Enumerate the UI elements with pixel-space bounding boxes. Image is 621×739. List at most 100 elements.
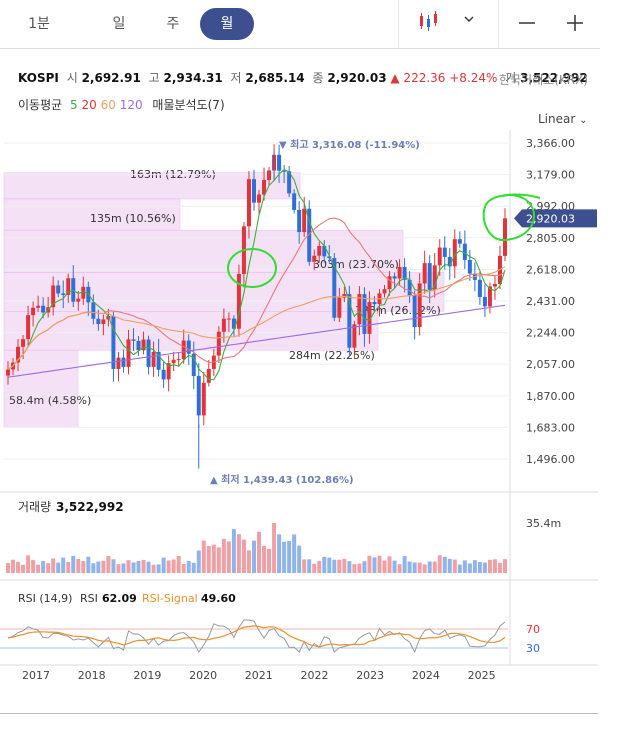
candle — [307, 208, 312, 262]
volume-bar — [467, 563, 472, 573]
close-label: 종 — [312, 71, 324, 85]
candle — [236, 273, 241, 329]
volume-bar — [161, 557, 166, 573]
candle — [327, 256, 332, 259]
volume-bar — [327, 557, 332, 573]
grid — [0, 130, 598, 666]
candle — [372, 302, 377, 305]
volume-bar — [101, 560, 106, 573]
candle — [136, 340, 141, 351]
candle — [246, 179, 251, 227]
volume-bar — [181, 563, 186, 573]
price-tick: 2,244.00 — [526, 327, 575, 340]
candle — [131, 339, 136, 341]
volume-bar — [71, 555, 76, 573]
candle — [211, 355, 216, 369]
time-tick: 2017 — [22, 669, 50, 682]
volume-bar — [397, 564, 402, 573]
minus-icon[interactable] — [517, 13, 537, 33]
volume-bar — [302, 559, 307, 573]
ma5-line — [7, 168, 506, 381]
candle — [91, 302, 96, 319]
volume-bar — [387, 556, 392, 573]
candle — [272, 154, 277, 171]
candle — [21, 339, 26, 347]
scale-selector[interactable]: Linear ⌄ — [538, 112, 588, 126]
annotation-circle — [227, 248, 277, 288]
time-tick: 2025 — [468, 669, 496, 682]
tab-week[interactable]: 주 — [166, 16, 180, 32]
candle — [11, 362, 16, 370]
candle — [86, 286, 91, 303]
rsi-signal-label: RSI-Signal — [142, 592, 198, 605]
period-tabs: 1분 일 주 월 — [0, 0, 621, 48]
candle — [176, 359, 181, 361]
candle — [166, 363, 171, 380]
volume-bar — [176, 555, 181, 573]
candlestick-icon[interactable] — [417, 10, 443, 34]
rsi-name: RSI — [80, 592, 98, 605]
low-value: 2,685.14 — [245, 71, 305, 85]
volume-bar — [76, 559, 81, 573]
candle — [367, 302, 372, 334]
ma60-label: 60 — [100, 98, 116, 112]
volume-bar — [151, 564, 156, 573]
candle — [81, 286, 86, 299]
candle — [141, 339, 146, 351]
rsi-70-label: 70 — [526, 623, 540, 636]
volume-bar — [422, 564, 427, 573]
candle — [407, 279, 412, 296]
volume-bar — [287, 540, 292, 573]
volume-bar — [332, 559, 337, 573]
candle — [442, 247, 447, 257]
profile-band — [3, 349, 79, 428]
volume-bar — [81, 561, 86, 573]
volume-bar — [497, 562, 502, 573]
plus-icon[interactable] — [565, 13, 585, 33]
candle — [51, 285, 56, 308]
candle — [302, 208, 307, 233]
volume-tick: 35.4m — [526, 517, 561, 530]
current-price-tag — [514, 209, 597, 228]
candle — [422, 263, 427, 284]
tab-1min[interactable]: 1분 — [28, 16, 50, 32]
candle — [221, 318, 226, 332]
volume-bar — [21, 564, 26, 573]
high-value: 2,934.31 — [163, 71, 223, 85]
volume-bar — [407, 561, 412, 573]
volume-bar — [191, 562, 196, 573]
profile-label: 58.4m (4.58%) — [9, 394, 91, 407]
candle — [432, 265, 437, 290]
candle — [191, 353, 196, 377]
candle — [352, 324, 357, 348]
candle — [397, 267, 402, 279]
volume-value: 3,522,992 — [520, 71, 588, 85]
volume-bar — [417, 562, 422, 573]
volume-bar — [56, 562, 61, 573]
time-tick: 2021 — [245, 669, 273, 682]
change-value: ▲ 222.36 — [390, 71, 446, 85]
candle — [382, 289, 387, 294]
volume-bar — [452, 559, 457, 573]
candle — [121, 357, 126, 367]
volume-bar — [457, 564, 462, 573]
profile-label: 163m (12.79%) — [130, 168, 216, 181]
volume-bar — [262, 545, 267, 573]
volume-bar — [272, 523, 277, 573]
volume-bar — [146, 561, 151, 573]
time-tick: 2023 — [356, 669, 384, 682]
volume-bar — [231, 529, 236, 573]
candle — [231, 318, 236, 329]
tab-day[interactable]: 일 — [112, 16, 126, 32]
price-tick: 2,431.00 — [526, 295, 575, 308]
close-value: 2,920.03 — [327, 71, 387, 85]
candle — [226, 318, 231, 320]
low-label: 저 — [230, 71, 242, 85]
tab-month[interactable]: 월 — [200, 8, 254, 40]
candle — [46, 307, 51, 313]
chevron-down-icon[interactable] — [463, 14, 475, 24]
price-tick: 2,057.00 — [526, 358, 575, 371]
candle — [267, 170, 272, 181]
indicator-legend[interactable]: 이동평균 5 20 60 120 매물분석도(7) — [18, 96, 225, 113]
volume-bar — [106, 556, 111, 573]
